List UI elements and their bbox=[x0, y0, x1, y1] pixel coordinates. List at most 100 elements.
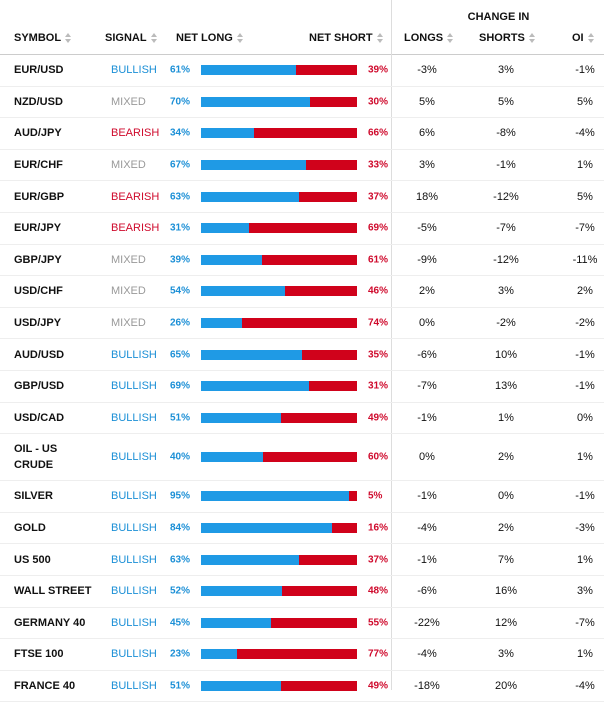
table-row[interactable]: FRANCE 40 BULLISH 51% 49% -18% 20% -4% bbox=[0, 671, 604, 702]
shorts-change: 10% bbox=[494, 348, 518, 361]
signal-header-label: SIGNAL bbox=[105, 32, 147, 44]
table-row[interactable]: USD/CAD BULLISH 51% 49% -1% 1% 0% bbox=[0, 403, 604, 435]
symbol-link[interactable]: WALL STREET bbox=[14, 585, 92, 598]
net-long-bar-fill bbox=[201, 452, 264, 463]
symbol-link[interactable]: SILVER bbox=[14, 490, 53, 503]
table-row[interactable]: AUD/JPY BEARISH 34% 66% 6% -8% -4% bbox=[0, 118, 604, 150]
table-row[interactable]: NZD/USD MIXED 70% 30% 5% 5% 5% bbox=[0, 87, 604, 119]
symbol-link[interactable]: OIL - US CRUDE bbox=[14, 443, 58, 472]
table-row[interactable]: GERMANY 40 BULLISH 45% 55% -22% 12% -7% bbox=[0, 608, 604, 640]
longs-change: -18% bbox=[414, 679, 440, 692]
symbol-link[interactable]: AUD/USD bbox=[14, 348, 65, 361]
longs-change: -7% bbox=[417, 380, 437, 393]
net-short-value: 48% bbox=[368, 585, 389, 597]
net-long-value: 70% bbox=[170, 96, 191, 108]
oi-change: -1% bbox=[575, 348, 595, 361]
sort-icon bbox=[65, 33, 72, 44]
longs-change: -5% bbox=[417, 222, 437, 235]
net-short-value: 39% bbox=[368, 64, 389, 76]
table-row[interactable]: US 500 BULLISH 63% 37% -1% 7% 1% bbox=[0, 544, 604, 576]
symbol-header-label: SYMBOL bbox=[14, 32, 62, 44]
table-row[interactable]: EUR/GBP BEARISH 63% 37% 18% -12% 5% bbox=[0, 181, 604, 213]
table-row[interactable]: USD/CHF MIXED 54% 46% 2% 3% 2% bbox=[0, 276, 604, 308]
table-row[interactable]: EUR/CHF MIXED 67% 33% 3% -1% 1% bbox=[0, 150, 604, 182]
shorts-change: 20% bbox=[494, 679, 518, 692]
shorts-change: 3% bbox=[498, 648, 514, 661]
net-short-value: 46% bbox=[368, 285, 389, 297]
oi-column-header[interactable]: OI bbox=[572, 32, 594, 44]
net-long-column-header[interactable]: NET LONG bbox=[176, 32, 243, 44]
sort-icon bbox=[528, 33, 535, 44]
sentiment-bar bbox=[201, 491, 357, 502]
symbol-link[interactable]: GBP/USD bbox=[14, 380, 65, 393]
signal-badge: BULLISH bbox=[111, 451, 157, 464]
oi-change: -11% bbox=[572, 253, 598, 266]
sentiment-bar bbox=[201, 523, 357, 534]
sentiment-bar bbox=[201, 160, 357, 171]
net-long-value: 26% bbox=[170, 317, 191, 329]
symbol-link[interactable]: EUR/GBP bbox=[14, 190, 65, 203]
oi-change: -1% bbox=[575, 64, 595, 77]
net-long-value: 52% bbox=[170, 585, 191, 597]
net-short-value: 61% bbox=[368, 254, 389, 266]
table-row[interactable]: FTSE 100 BULLISH 23% 77% -4% 3% 1% bbox=[0, 639, 604, 671]
oi-change: 0% bbox=[577, 411, 593, 424]
table-header: SYMBOL SIGNAL NET LONG NET SHORT LONGS S… bbox=[0, 24, 604, 55]
table-row[interactable]: WALL STREET BULLISH 52% 48% -6% 16% 3% bbox=[0, 576, 604, 608]
table-row[interactable]: EUR/JPY BEARISH 31% 69% -5% -7% -7% bbox=[0, 213, 604, 245]
table-row[interactable]: GOLD BULLISH 84% 16% -4% 2% -3% bbox=[0, 513, 604, 545]
longs-change: -6% bbox=[417, 348, 437, 361]
symbol-link[interactable]: USD/CHF bbox=[14, 285, 63, 298]
signal-badge: BULLISH bbox=[111, 648, 157, 661]
change-in-label: CHANGE IN bbox=[467, 11, 530, 23]
longs-change: 0% bbox=[419, 451, 435, 464]
longs-change: 6% bbox=[419, 127, 435, 140]
symbol-link[interactable]: GBP/JPY bbox=[14, 253, 62, 266]
symbol-link[interactable]: US 500 bbox=[14, 553, 51, 566]
symbol-link[interactable]: EUR/JPY bbox=[14, 222, 62, 235]
symbol-column-header[interactable]: SYMBOL bbox=[14, 32, 72, 44]
net-long-value: 65% bbox=[170, 349, 191, 361]
table-row[interactable]: GBP/JPY MIXED 39% 61% -9% -12% -11% bbox=[0, 245, 604, 277]
table-row[interactable]: GBP/USD BULLISH 69% 31% -7% 13% -1% bbox=[0, 371, 604, 403]
sentiment-bar bbox=[201, 680, 357, 691]
signal-badge: BEARISH bbox=[111, 222, 160, 235]
symbol-link[interactable]: EUR/USD bbox=[14, 64, 64, 77]
net-long-value: 67% bbox=[170, 159, 191, 171]
longs-column-header[interactable]: LONGS bbox=[404, 32, 454, 44]
symbol-link[interactable]: FRANCE 40 bbox=[14, 679, 76, 692]
symbol-link[interactable]: EUR/CHF bbox=[14, 159, 63, 172]
shorts-change: 2% bbox=[498, 451, 514, 464]
longs-change: -3% bbox=[417, 64, 437, 77]
shorts-change: -7% bbox=[496, 222, 516, 235]
net-short-column-header[interactable]: NET SHORT bbox=[309, 32, 383, 44]
symbol-link[interactable]: GERMANY 40 bbox=[14, 616, 86, 629]
sentiment-bar bbox=[201, 318, 357, 329]
net-long-bar-fill bbox=[201, 286, 286, 297]
symbol-link[interactable]: FTSE 100 bbox=[14, 648, 64, 661]
shorts-change: 5% bbox=[498, 95, 514, 108]
oi-change: 5% bbox=[577, 190, 593, 203]
signal-badge: BULLISH bbox=[111, 616, 157, 629]
signal-badge: BULLISH bbox=[111, 553, 157, 566]
shorts-change: -8% bbox=[496, 127, 516, 140]
net-long-bar-fill bbox=[201, 523, 333, 534]
table-row[interactable]: SILVER BULLISH 95% 5% -1% 0% -1% bbox=[0, 481, 604, 513]
signal-column-header[interactable]: SIGNAL bbox=[105, 32, 157, 44]
symbol-link[interactable]: NZD/USD bbox=[14, 95, 63, 108]
symbol-link[interactable]: AUD/JPY bbox=[14, 127, 62, 140]
signal-badge: BEARISH bbox=[111, 127, 160, 140]
table-row[interactable]: USD/JPY MIXED 26% 74% 0% -2% -2% bbox=[0, 308, 604, 340]
shorts-column-header[interactable]: SHORTS bbox=[479, 32, 535, 44]
symbol-link[interactable]: USD/CAD bbox=[14, 411, 65, 424]
oi-header-label: OI bbox=[572, 32, 584, 44]
net-short-value: 37% bbox=[368, 191, 389, 203]
net-long-bar-fill bbox=[201, 554, 300, 565]
table-row[interactable]: EUR/USD BULLISH 61% 39% -3% 3% -1% bbox=[0, 55, 604, 87]
table-row[interactable]: AUD/USD BULLISH 65% 35% -6% 10% -1% bbox=[0, 339, 604, 371]
sort-icon bbox=[236, 33, 243, 44]
symbol-link[interactable]: GOLD bbox=[14, 522, 46, 535]
net-long-value: 63% bbox=[170, 191, 191, 203]
table-row[interactable]: OIL - US CRUDE BULLISH 40% 60% 0% 2% 1% bbox=[0, 434, 604, 482]
symbol-link[interactable]: USD/JPY bbox=[14, 317, 62, 330]
